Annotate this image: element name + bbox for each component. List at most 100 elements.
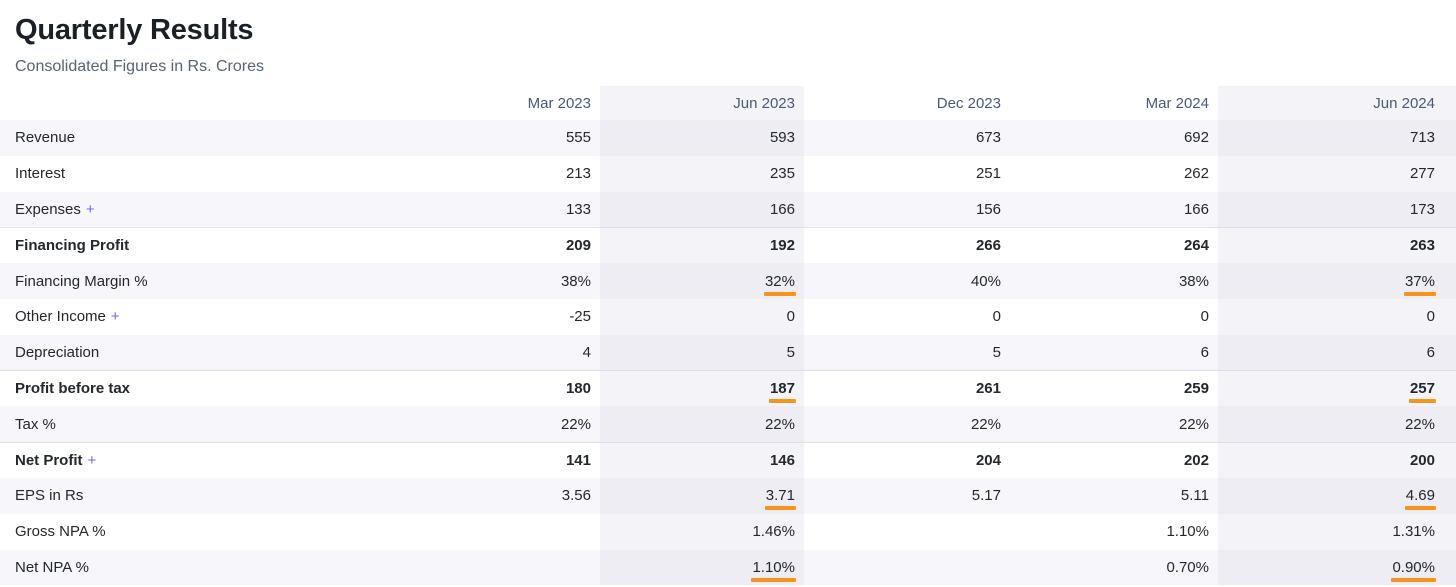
quarterly-results-table: Mar 2023 Jun 2023 Dec 2023 Mar 2024 Jun 2024… [0, 86, 1456, 586]
cell-value: 235 [769, 165, 795, 183]
cell: 200 [1218, 441, 1456, 478]
cell: 264 [1010, 226, 1218, 264]
cell: 22% [600, 406, 804, 443]
row-label-text: Gross NPA % [15, 523, 106, 541]
cell-value: 22% [764, 415, 795, 433]
cell-value: 5 [992, 343, 1001, 361]
row-label-text: Financing Profit [15, 237, 130, 255]
cell: 1.10% [1010, 514, 1218, 550]
cell: 209 [396, 226, 600, 264]
cell: 156 [804, 191, 1010, 228]
cell: 3.56 [396, 477, 600, 514]
page-subtitle: Consolidated Figures in Rs. Crores [15, 58, 264, 75]
page-title: Quarterly Results [15, 14, 254, 46]
cell-value: 673 [975, 129, 1001, 147]
cell-value: 262 [1183, 165, 1209, 183]
cell-value: 209 [565, 237, 591, 255]
cell: 593 [600, 120, 804, 156]
cell: 37% [1218, 263, 1456, 299]
cell: 6 [1218, 334, 1456, 371]
table-row: Net Profit +141 146 204 202 200 [0, 441, 1456, 478]
cell: 22% [804, 406, 1010, 443]
cell-value: 259 [1183, 380, 1209, 398]
cell-value: 5 [786, 343, 795, 361]
cell: 32% [600, 263, 804, 299]
row-label-text: Other Income [15, 308, 106, 326]
cell-value: 38% [1178, 272, 1209, 290]
table-row: Financing Profit 209 192 266 264 263 [0, 226, 1456, 264]
cell-value: 6 [1200, 343, 1209, 361]
column-header-dec-2023: Dec 2023 [936, 94, 1001, 112]
cell: 692 [1010, 120, 1218, 156]
cell-value: 713 [1409, 129, 1435, 147]
cell-value: 5.11 [1180, 487, 1209, 505]
row-label-text: Net Profit [15, 451, 83, 469]
table-row: Interest 213 235 251 262 277 [0, 155, 1456, 192]
cell: 262 [1010, 156, 1218, 192]
table-row: Other Income + -25 0 0 0 0 [0, 298, 1456, 335]
cell: 277 [1218, 155, 1456, 192]
row-label: Financing Margin % [0, 263, 396, 299]
row-label-text: EPS in Rs [15, 487, 84, 505]
row-label: Depreciation [0, 334, 396, 371]
row-label: Tax % [0, 406, 396, 443]
table-row: Revenue 555 593 673 692 713 [0, 120, 1456, 156]
cell-value: 277 [1409, 165, 1435, 183]
column-header-jun-2023: Jun 2023 [600, 86, 804, 120]
cell: 38% [1010, 263, 1218, 299]
cell: 261 [804, 370, 1010, 407]
cell-value: 1.10% [1166, 523, 1209, 541]
cell: 5 [600, 334, 804, 371]
row-label-text: Tax % [15, 415, 56, 433]
cell [396, 514, 600, 550]
cell-value: 173 [1409, 200, 1435, 218]
row-label-text: Profit before tax [15, 380, 131, 398]
cell: 263 [1218, 226, 1456, 264]
cell: 251 [804, 156, 1010, 192]
cell-value: 0 [1200, 308, 1209, 326]
cell: 0 [1218, 298, 1456, 335]
row-label: Profit before tax [0, 370, 396, 407]
row-label: Net NPA % [0, 549, 396, 586]
table-row: Depreciation 4 5 5 6 6 [0, 334, 1456, 371]
cell-value: 6 [1426, 343, 1435, 361]
row-label-text: Revenue [15, 129, 76, 147]
cell-value: 593 [769, 129, 795, 147]
cell-value: 1.31% [1392, 523, 1435, 541]
cell: 204 [804, 441, 1010, 478]
cell: 1.31% [1218, 513, 1456, 550]
expand-row-plus-link[interactable]: + [87, 451, 97, 469]
cell-value-highlighted: 3.71 [764, 487, 797, 511]
cell: 1.46% [600, 513, 804, 550]
cell-value: 22% [970, 415, 1001, 433]
cell-value: 263 [1409, 237, 1435, 255]
row-label: Financing Profit [0, 226, 396, 264]
cell-value: 213 [565, 165, 591, 183]
column-header-mar-2024: Mar 2024 [1145, 94, 1209, 112]
cell-value: 141 [565, 451, 591, 469]
cell-value: 22% [560, 415, 591, 433]
cell: 0.90% [1218, 549, 1456, 586]
cell-value-highlighted: 1.10% [751, 558, 796, 582]
expand-row-plus-link[interactable]: + [110, 308, 120, 326]
cell-value: 38% [560, 272, 591, 290]
row-label: Gross NPA % [0, 514, 396, 550]
cell: 259 [1010, 370, 1218, 407]
column-header-mar-2023: Mar 2023 [527, 94, 591, 112]
cell: 213 [396, 156, 600, 192]
cell: 202 [1010, 441, 1218, 478]
cell: 141 [396, 441, 600, 478]
cell-value-highlighted: 4.69 [1404, 487, 1437, 511]
cell: 22% [1218, 406, 1456, 443]
row-label-text: Financing Margin % [15, 272, 148, 290]
cell-value: 4 [582, 343, 591, 361]
cell-value: 146 [769, 451, 795, 469]
table-row: Tax % 22% 22% 22% 22% 22% [0, 406, 1456, 443]
cell: 713 [1218, 120, 1456, 156]
cell-value-highlighted: 37% [1403, 272, 1437, 296]
cell-value: 3.56 [561, 487, 591, 505]
cell-value: 204 [975, 451, 1001, 469]
cell-value: 180 [565, 380, 591, 398]
expand-row-plus-link[interactable]: + [85, 200, 95, 218]
table-row: Financing Margin % 38% 32% 40% 38% 37% [0, 263, 1456, 299]
